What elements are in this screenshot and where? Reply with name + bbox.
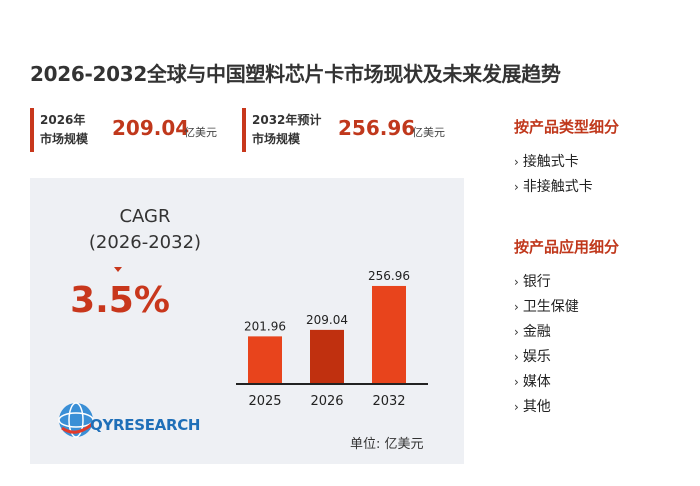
unit-note: 单位: 亿美元 [350, 437, 424, 452]
stat-label-line2: 市场规模 [40, 132, 89, 146]
chevron-right-icon: › [514, 155, 519, 169]
stat-label-line2: 市场规模 [252, 132, 301, 146]
bar-chart: 201.96 2025 209.04 2026 256.96 2032 [236, 269, 428, 409]
cagr-period: (2026-2032) [88, 232, 202, 253]
list-item-label: 银行 [522, 274, 551, 290]
list-item-label: 其他 [522, 399, 551, 415]
stat-value: 256.96 [338, 116, 416, 140]
list-item-label: 金融 [522, 324, 551, 340]
list-item: › 卫生保健 [514, 295, 579, 320]
list-item: › 其他 [514, 395, 579, 420]
segment-title-application: 按产品应用细分 [514, 238, 620, 256]
chevron-right-icon: › [514, 180, 519, 194]
chevron-right-icon: › [514, 400, 519, 414]
stat-value: 209.04 [112, 116, 190, 140]
segment-title-product-type: 按产品类型细分 [514, 118, 620, 136]
data-label: 209.04 [306, 313, 348, 327]
list-item-label: 卫生保健 [522, 299, 579, 315]
chevron-right-icon: › [514, 350, 519, 364]
x-tick-label: 2025 [248, 394, 281, 409]
chevron-right-icon: › [514, 325, 519, 339]
bar-2026 [310, 329, 344, 384]
bar-2025 [248, 336, 282, 384]
list-item: › 媒体 [514, 370, 579, 395]
stat-label: 2026年 市场规模 [40, 111, 88, 149]
page-title: 2026-2032全球与中国塑料芯片卡市场现状及未来发展趋势 [30, 62, 561, 86]
cagr-value: 3.5% [70, 280, 170, 321]
list-item-label: 娱乐 [522, 349, 551, 365]
list-item-label: 媒体 [522, 374, 551, 390]
cagr-label: CAGR [119, 206, 171, 227]
chart-panel: CAGR (2026-2032) 3.5% 201.96 2025 209.04 20… [30, 178, 464, 464]
segment-list-product-type: › 接触式卡 › 非接触式卡 [514, 150, 593, 200]
bar-2032 [372, 285, 406, 384]
stat-2032-market-size: 2032年预计 市场规模 256.96 亿美元 [242, 108, 466, 152]
chevron-right-icon: › [514, 275, 519, 289]
globe-icon [58, 402, 94, 438]
data-label: 201.96 [244, 319, 286, 333]
cagr-arrow-icon [114, 267, 122, 272]
list-item-label: 非接触式卡 [522, 179, 593, 195]
chevron-right-icon: › [514, 300, 519, 314]
stat-label: 2032年预计 市场规模 [252, 111, 321, 149]
stat-label-line1: 2026年 [40, 113, 86, 127]
list-item-label: 接触式卡 [522, 154, 579, 170]
list-item: › 接触式卡 [514, 150, 593, 175]
list-item: › 金融 [514, 320, 579, 345]
data-label: 256.96 [368, 269, 410, 283]
chevron-right-icon: › [514, 375, 519, 389]
logo-text: QYRESEARCH [90, 416, 201, 434]
stat-label-line1: 2032年预计 [252, 113, 322, 127]
list-item: › 非接触式卡 [514, 175, 593, 200]
stat-2026-market-size: 2026年 市场规模 209.04 亿美元 [30, 108, 234, 152]
list-item: › 娱乐 [514, 345, 579, 370]
segment-list-application: › 银行 › 卫生保健 › 金融 › 娱乐 › 媒体 › 其他 [514, 270, 579, 420]
qyresearch-logo: QYRESEARCH [56, 392, 206, 444]
x-tick-label: 2026 [310, 394, 343, 409]
stat-unit: 亿美元 [184, 126, 217, 139]
x-tick-label: 2032 [372, 394, 405, 409]
stat-unit: 亿美元 [412, 126, 445, 139]
list-item: › 银行 [514, 270, 579, 295]
